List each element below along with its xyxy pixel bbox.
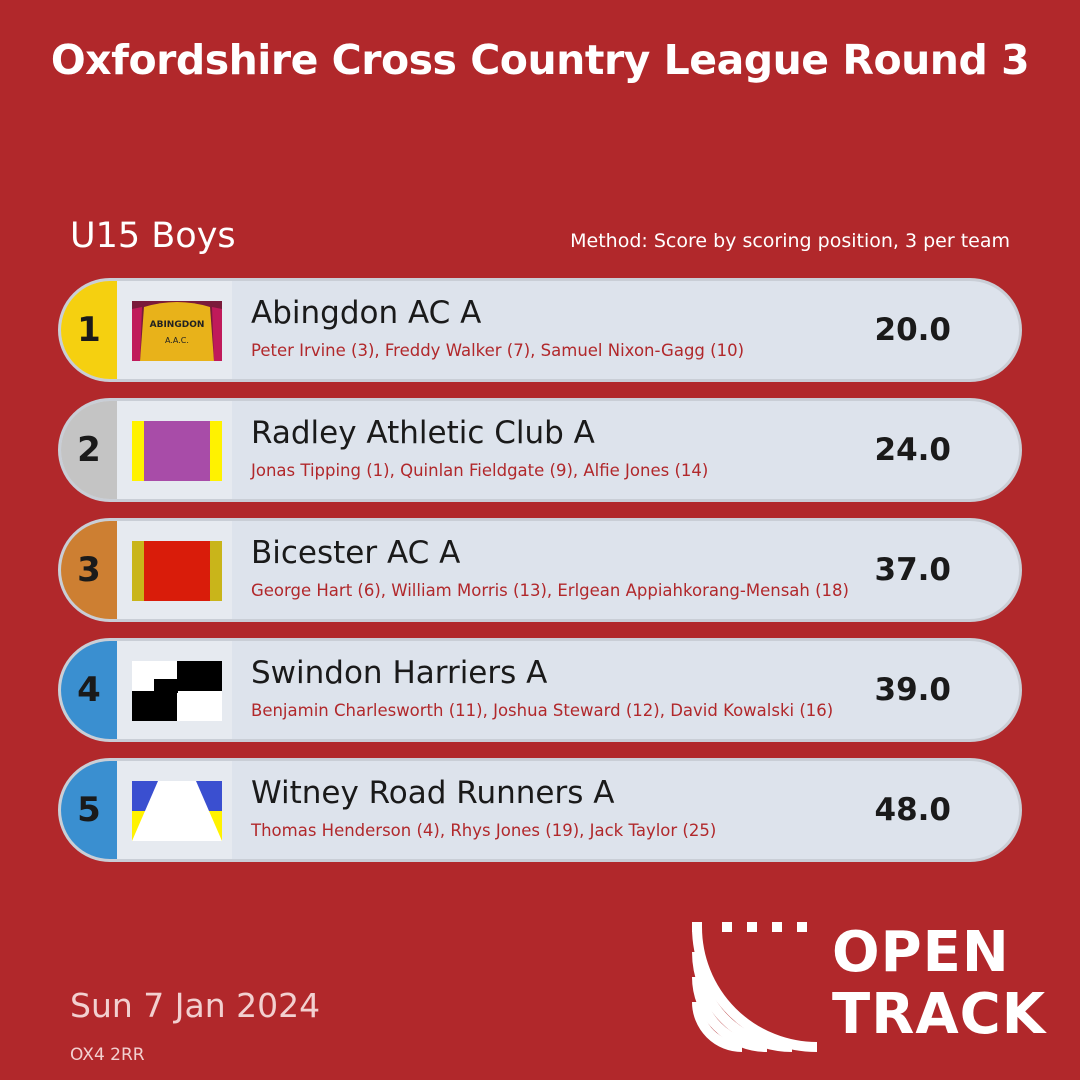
event-name: U15 Boys — [70, 216, 236, 256]
rank-badge: 5 — [61, 761, 117, 859]
result-row-2[interactable]: 2 Radley Athletic Club A Jonas Tipping (… — [58, 398, 1022, 502]
team-name: Radley Athletic Club A — [251, 415, 595, 451]
team-members: Benjamin Charlesworth (11), Joshua Stewa… — [251, 701, 834, 720]
team-score: 24.0 — [874, 432, 952, 468]
team-name: Abingdon AC A — [251, 295, 482, 331]
rank-badge: 3 — [61, 521, 117, 619]
radley-vest-icon — [132, 421, 222, 481]
svg-text:A.A.C.: A.A.C. — [165, 336, 189, 345]
swindon-vest-icon — [132, 661, 222, 721]
track-lanes-icon — [692, 922, 818, 1052]
team-score: 20.0 — [874, 312, 952, 348]
logo-line-1: OPEN — [832, 920, 1010, 985]
page-title: Oxfordshire Cross Country League Round 3 — [50, 36, 1030, 84]
result-row-3[interactable]: 3 Bicester AC A George Hart (6), William… — [58, 518, 1022, 622]
logo-wordmark: OPEN TRACK — [832, 922, 1046, 1046]
team-members: Jonas Tipping (1), Quinlan Fieldgate (9)… — [251, 461, 709, 480]
team-score: 39.0 — [874, 672, 952, 708]
witney-vest-icon — [132, 781, 222, 841]
event-date: Sun 7 Jan 2024 — [70, 986, 321, 1025]
vest-cell — [117, 761, 232, 859]
team-members: George Hart (6), William Morris (13), Er… — [251, 581, 849, 600]
team-score: 48.0 — [874, 792, 952, 828]
team-name: Bicester AC A — [251, 535, 461, 571]
team-name: Swindon Harriers A — [251, 655, 548, 691]
rank-badge: 4 — [61, 641, 117, 739]
logo-line-2: TRACK — [832, 982, 1047, 1047]
svg-text:ABINGDON: ABINGDON — [150, 320, 205, 330]
vest-cell: ABINGDON A.A.C. — [117, 281, 232, 379]
results-list: 1 ABINGDON A.A.C. Abingdon AC A Peter Ir… — [58, 278, 1022, 878]
team-members: Thomas Henderson (4), Rhys Jones (19), J… — [251, 821, 717, 840]
result-row-1[interactable]: 1 ABINGDON A.A.C. Abingdon AC A Peter Ir… — [58, 278, 1022, 382]
result-row-4[interactable]: 4 Swindon Harriers A Benjamin Charleswor… — [58, 638, 1022, 742]
abingdon-vest-icon: ABINGDON A.A.C. — [132, 301, 222, 361]
bicester-vest-icon — [132, 541, 222, 601]
scoring-method: Method: Score by scoring position, 3 per… — [570, 230, 1010, 252]
team-name: Witney Road Runners A — [251, 775, 615, 811]
rank-badge: 2 — [61, 401, 117, 499]
vest-cell — [117, 521, 232, 619]
result-row-5[interactable]: 5 Witney Road Runners A Thomas Henderson… — [58, 758, 1022, 862]
team-members: Peter Irvine (3), Freddy Walker (7), Sam… — [251, 341, 745, 360]
opentrack-logo: OPEN TRACK — [692, 922, 1052, 1052]
rank-badge: 1 — [61, 281, 117, 379]
team-score: 37.0 — [874, 552, 952, 588]
vest-cell — [117, 641, 232, 739]
postcode: OX4 2RR — [70, 1045, 145, 1065]
vest-cell — [117, 401, 232, 499]
